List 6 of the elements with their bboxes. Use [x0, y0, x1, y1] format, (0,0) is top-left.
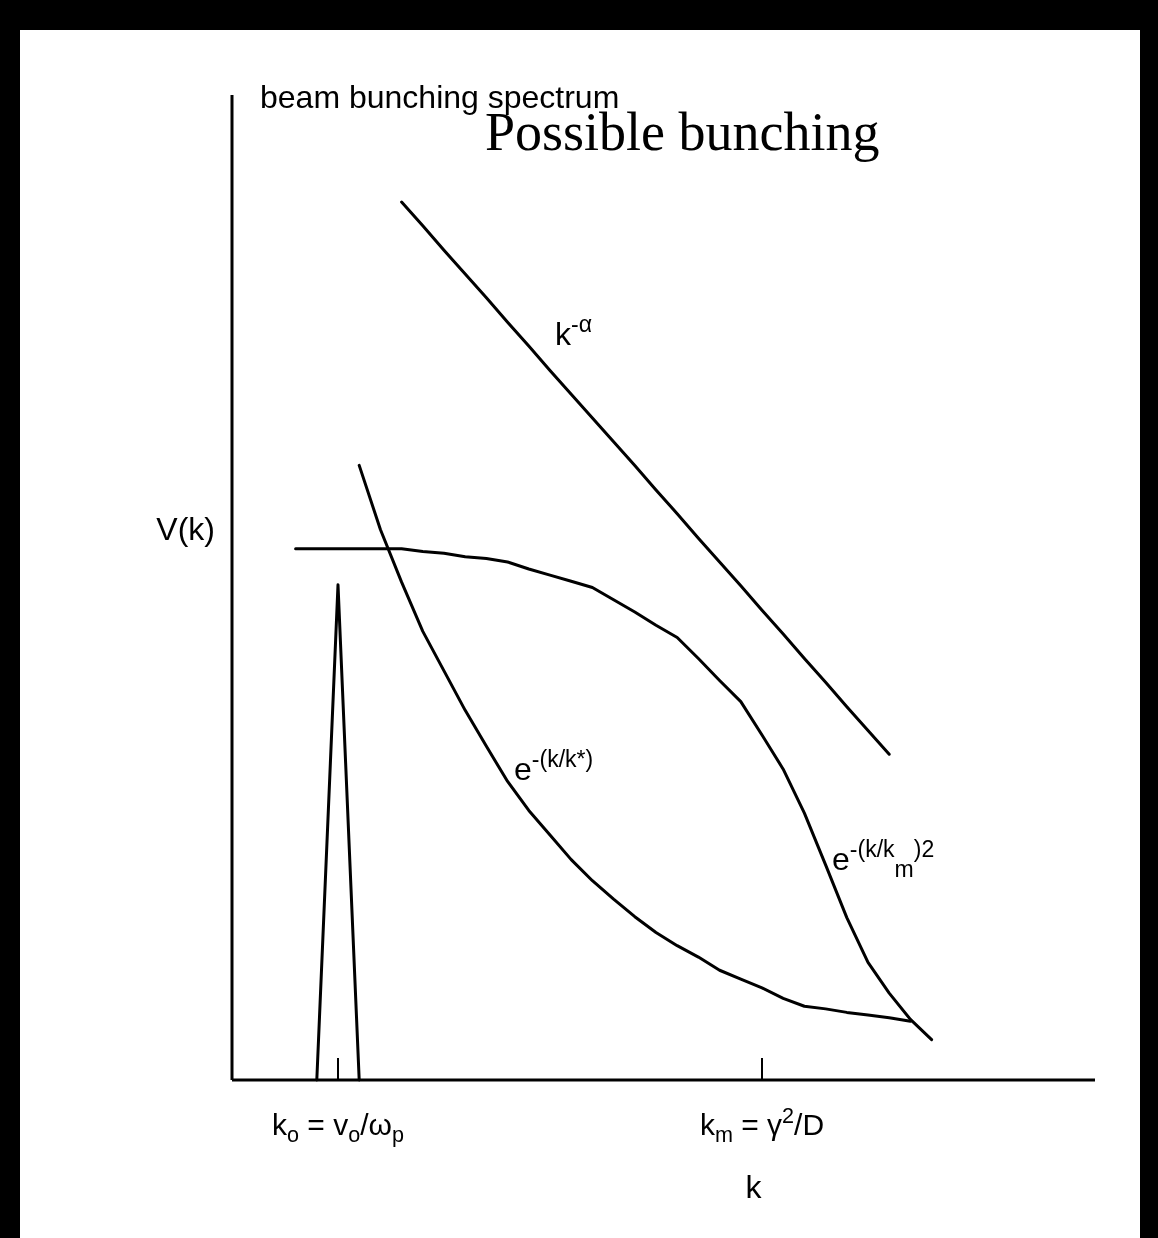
y-axis-title: V(k): [156, 511, 215, 547]
x-tick-label: k$_{o}$ = v$_{o}$/ω$_{p}$: [271, 1108, 405, 1147]
series-label: e$^{-(k/k*)}$: [514, 746, 594, 787]
x-axis-title: k: [745, 1169, 763, 1205]
x-tick-label: k$_{m}$ = γ$^{2}$/D: [699, 1102, 825, 1147]
series-label: k$^{-α}$: [555, 311, 592, 352]
